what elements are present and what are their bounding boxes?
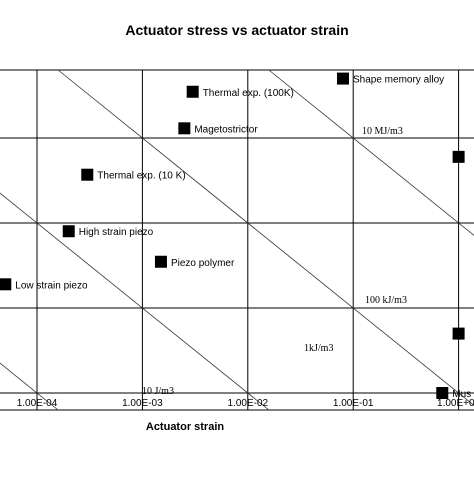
- data-point-8: [452, 327, 465, 340]
- iso-line-2: [0, 192, 270, 411]
- data-point-label-3: Thermal exp. (10 K): [97, 171, 185, 182]
- iso-line-3: [0, 362, 59, 411]
- iso-line-1: [57, 69, 474, 406]
- x-tick-label-3: 1.00E-01: [333, 398, 374, 409]
- x-tick-labels: 1.00E-04 1.00E-03 1.00E-02 1.00E-01 1.00E+00: [17, 398, 474, 409]
- data-point-5: [154, 255, 167, 268]
- iso-line-label-3: 10 J/m3: [142, 386, 174, 397]
- x-tick-label-2: 1.00E-02: [228, 398, 269, 409]
- data-point-label-5: Piezo polymer: [171, 258, 235, 269]
- data-point-label-1: Thermal exp. (100K): [203, 88, 294, 99]
- data-point-0: [336, 72, 349, 85]
- data-point-3: [81, 168, 94, 181]
- data-point-6: [0, 278, 12, 291]
- data-points: Shape memory alloy Thermal exp. (100K) Mag…: [0, 72, 471, 400]
- x-tick-label-1: 1.00E-03: [122, 398, 163, 409]
- iso-line-0: [268, 69, 474, 236]
- iso-line-label-2: 1kJ/m3: [304, 343, 333, 354]
- data-point-9: [436, 387, 449, 399]
- data-point-7: [452, 150, 465, 163]
- data-point-2: [178, 122, 191, 135]
- x-axis-label: Actuator strain: [146, 421, 225, 433]
- data-point-label-2: Magetostrictor: [194, 124, 258, 135]
- iso-energy-lines: 10 MJ/m3 100 kJ/m3 1kJ/m3 10 J/m3: [0, 69, 474, 411]
- data-point-1: [186, 85, 199, 98]
- data-point-label-6: Low strain piezo: [15, 280, 88, 291]
- iso-line-label-1: 100 kJ/m3: [365, 295, 407, 306]
- data-point-label-0: Shape memory alloy: [353, 75, 444, 86]
- x-tick-label-4: 1.00E+00: [437, 398, 474, 409]
- data-point-4: [62, 225, 75, 238]
- grid: [0, 69, 474, 411]
- x-tick-label-0: 1.00E-04: [17, 398, 58, 409]
- data-point-label-9: Mus: [452, 389, 471, 400]
- iso-line-label-0: 10 MJ/m3: [362, 126, 403, 137]
- plot-area: [0, 70, 474, 410]
- chart-title: Actuator stress vs actuator strain: [125, 22, 348, 38]
- data-point-label-4: High strain piezo: [79, 227, 154, 238]
